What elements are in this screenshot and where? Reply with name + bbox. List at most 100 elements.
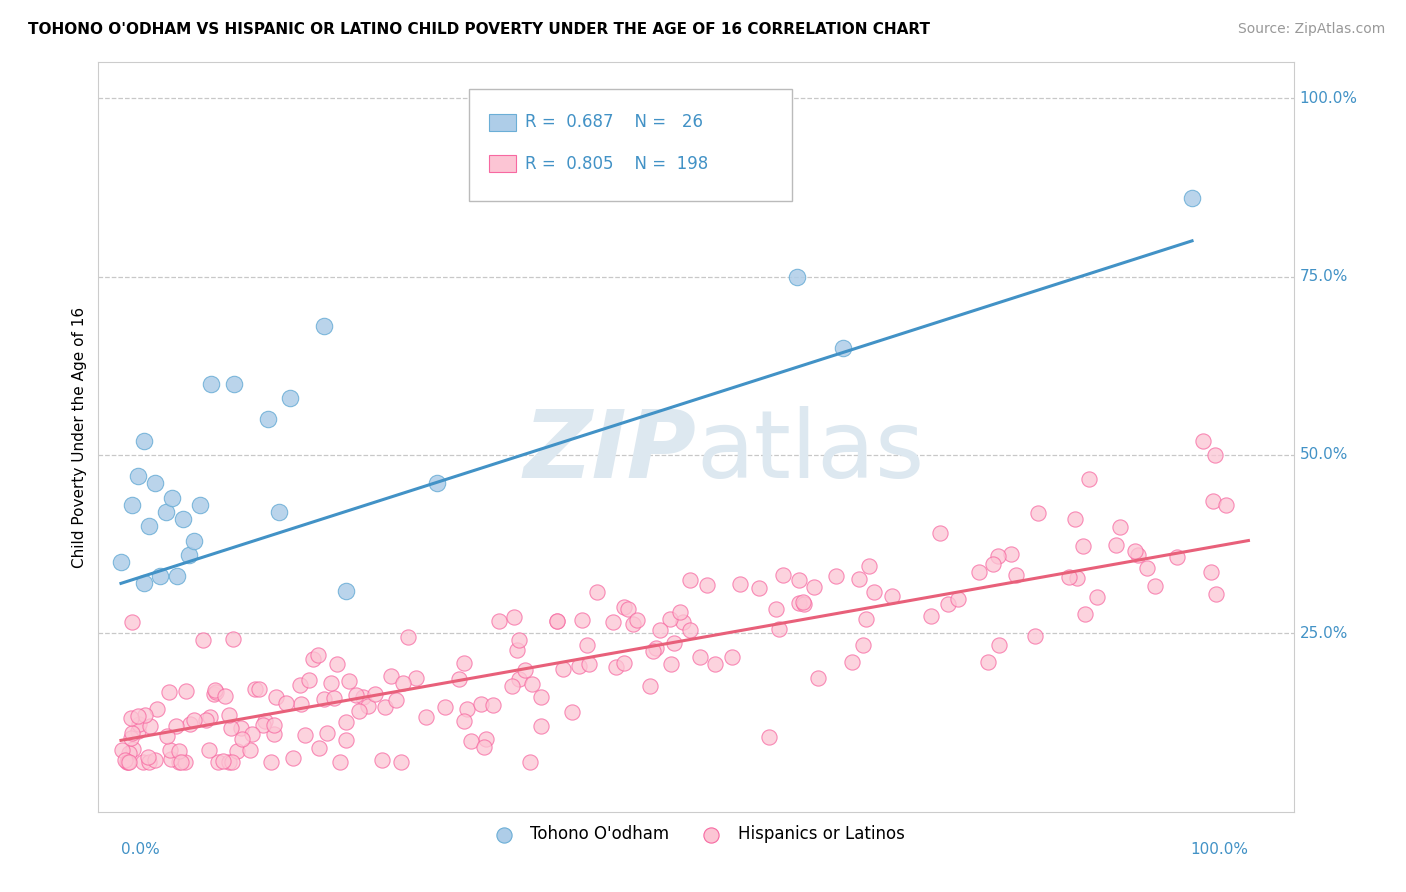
Point [307,648,329,663]
Point [613,599,636,614]
Point [321,676,343,690]
Point [385,692,408,706]
Point [792,595,814,609]
Point [138,749,160,764]
Point [120,711,142,725]
Point [121,615,143,630]
Point [218,755,240,769]
Point [132,755,155,769]
Point [252,718,274,732]
Point [638,680,661,694]
Point [127,469,149,483]
Point [617,602,640,616]
Point [626,613,648,627]
Point [110,555,132,569]
Point [650,624,672,638]
Point [1109,520,1132,534]
Point [645,641,668,656]
Point [679,623,702,637]
Point [160,491,183,505]
Point [247,681,270,696]
Point [183,713,205,727]
Point [183,533,205,548]
Point [207,755,229,769]
Point [177,548,200,562]
Point [575,638,598,652]
Point [159,752,181,766]
Point [198,710,221,724]
Point [456,702,478,716]
Point [380,668,402,682]
Point [641,644,664,658]
Point [475,731,498,746]
Point [786,269,808,284]
Point [658,612,681,626]
Point [120,731,142,745]
Point [863,585,886,599]
Point [1205,587,1227,601]
Point [728,577,751,591]
Point [308,740,330,755]
Point [571,613,593,627]
Point [1126,548,1149,562]
Point [679,574,702,588]
Point [765,602,787,616]
Point [281,751,304,765]
Point [789,573,811,587]
Point [520,676,543,690]
Point [117,755,139,769]
Point [274,696,297,710]
Point [121,741,143,756]
Point [352,690,374,704]
Point [460,734,482,748]
Point [127,709,149,723]
Point [267,505,290,519]
Point [179,716,201,731]
Text: 100.0%: 100.0% [1191,842,1249,856]
Point [1136,561,1159,575]
Point [449,673,471,687]
Point [508,632,530,647]
Text: 25.0%: 25.0% [1299,626,1348,640]
Text: 50.0%: 50.0% [1299,448,1348,462]
Point [118,746,141,760]
Point [405,671,427,685]
Point [301,652,323,666]
Point [229,721,252,735]
Point [721,649,744,664]
Text: R =  0.687    N =   26: R = 0.687 N = 26 [524,113,703,131]
Point [831,341,853,355]
Point [316,726,339,740]
Point [1202,494,1225,508]
Point [138,755,160,769]
Point [841,655,863,669]
Point [254,714,277,728]
Point [1123,544,1146,558]
Point [335,715,357,730]
Point [787,596,810,610]
Point [127,724,149,739]
Point [824,568,846,582]
Point [426,476,449,491]
Point [222,376,245,391]
Point [298,673,321,688]
Point [1074,607,1097,622]
Point [1057,570,1080,584]
Point [290,678,312,692]
Point [506,643,529,657]
Point [167,744,190,758]
Point [371,753,394,767]
Point [167,755,190,769]
Point [218,707,240,722]
Point [482,698,505,712]
Point [987,638,1010,652]
Point [111,743,134,757]
Point [758,730,780,744]
Text: ZIP: ZIP [523,406,696,498]
Point [121,726,143,740]
Point [621,616,644,631]
Point [659,657,682,671]
Point [156,729,179,743]
Point [488,615,510,629]
Point [128,716,150,731]
